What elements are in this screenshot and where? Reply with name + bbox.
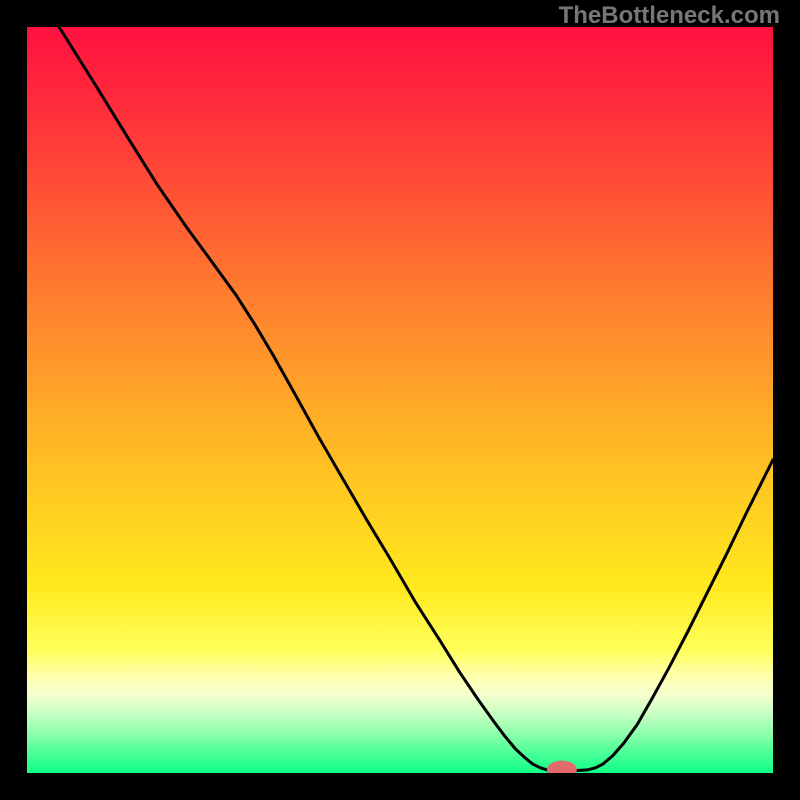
plot-svg <box>27 27 773 773</box>
watermark-text: TheBottleneck.com <box>559 2 780 30</box>
chart-frame: TheBottleneck.com <box>0 0 800 800</box>
gradient-background <box>27 27 773 773</box>
plot-area <box>27 27 773 773</box>
